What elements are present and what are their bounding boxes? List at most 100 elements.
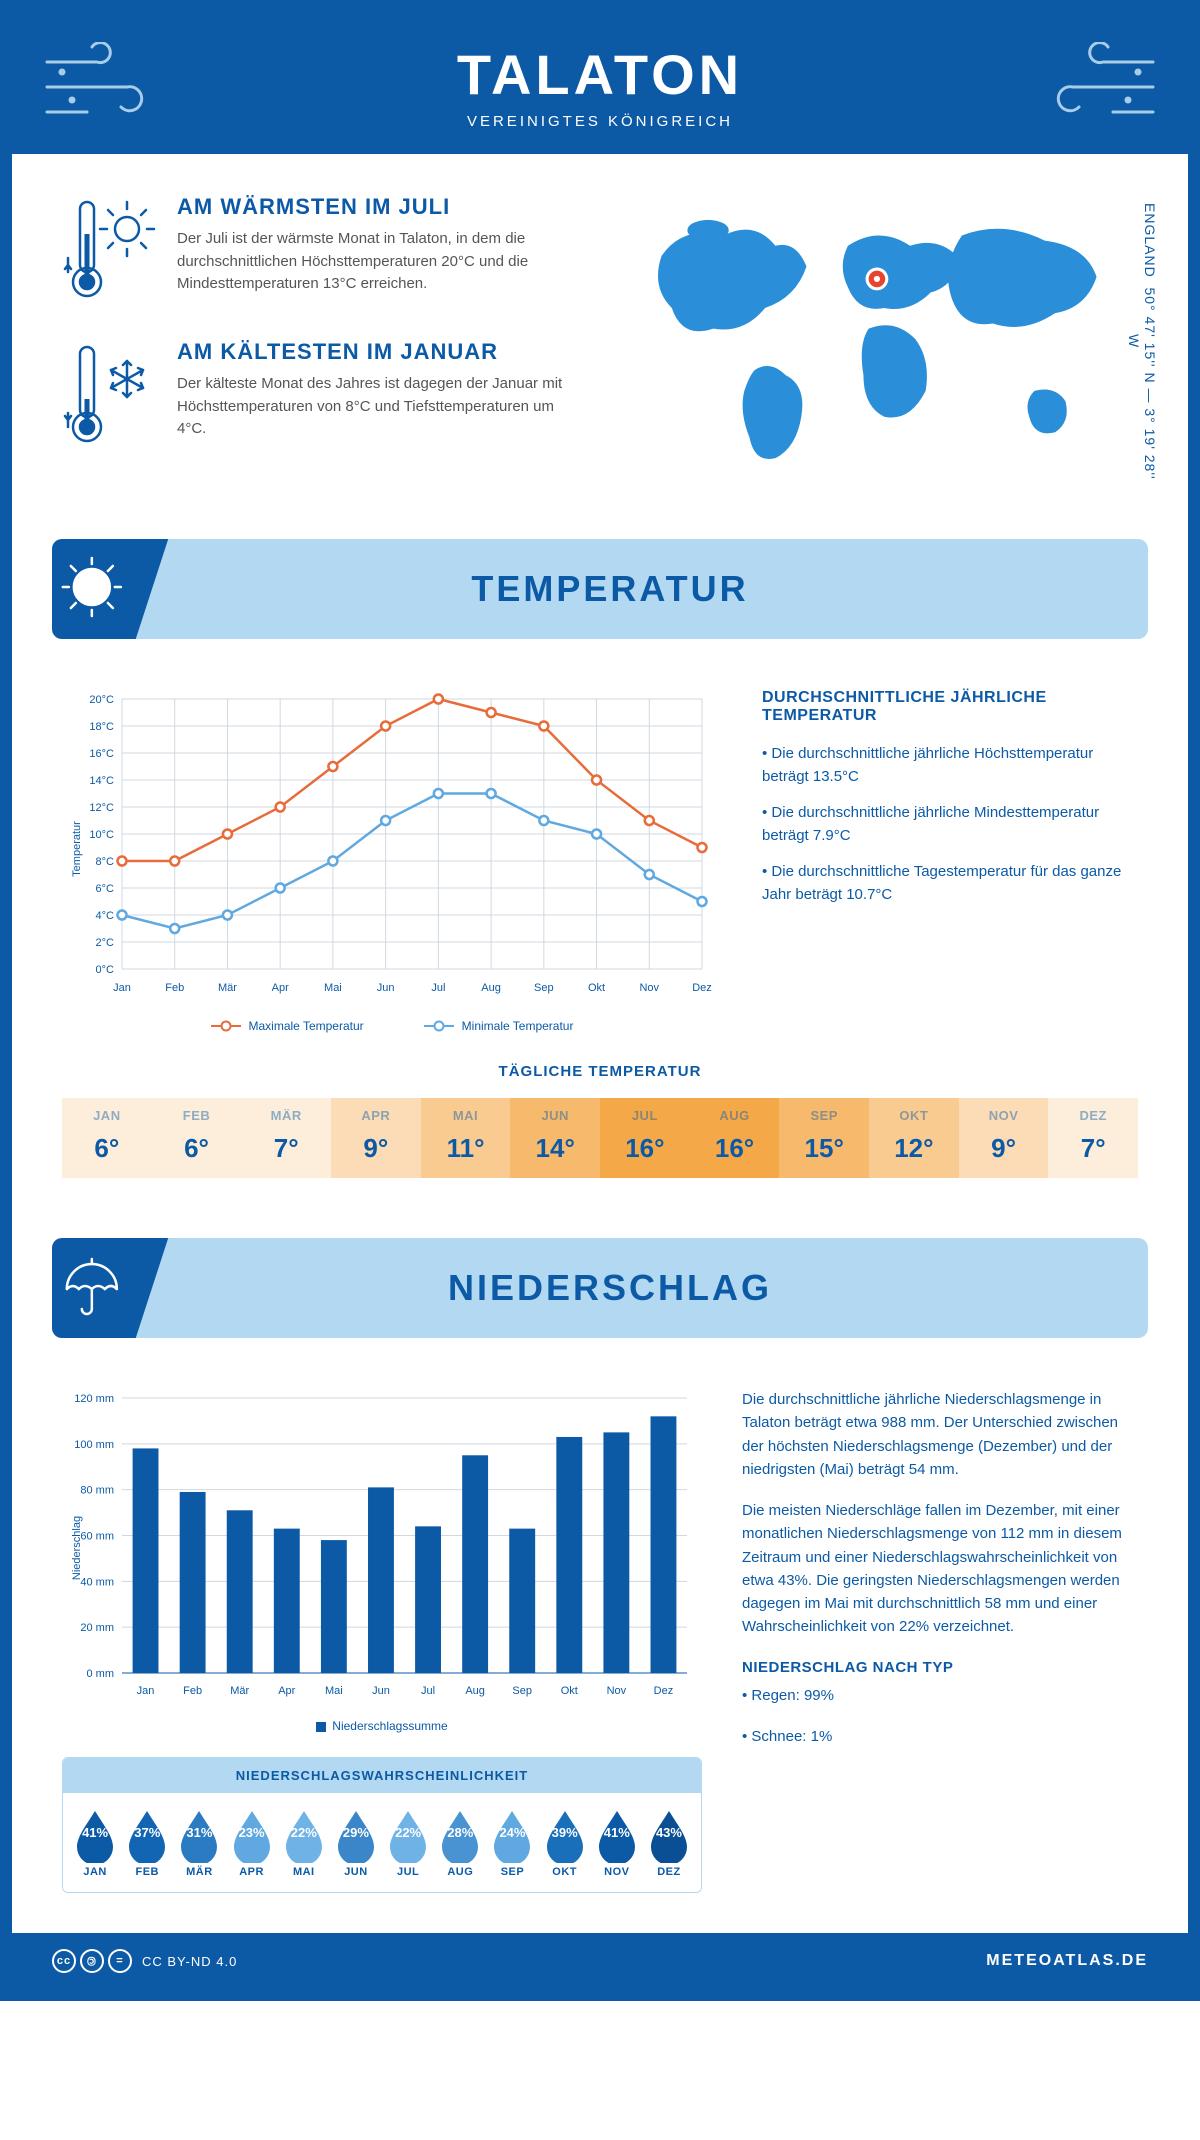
svg-text:Aug: Aug — [481, 982, 501, 994]
svg-text:60 mm: 60 mm — [80, 1531, 114, 1543]
svg-text:Apr: Apr — [272, 982, 289, 994]
site-name: METEOATLAS.DE — [986, 1952, 1148, 1970]
probability-title: NIEDERSCHLAGSWAHRSCHEINLICHKEIT — [63, 1758, 701, 1793]
svg-text:18°C: 18°C — [89, 721, 114, 733]
precip-para-2: Die meisten Niederschläge fallen im Deze… — [742, 1499, 1138, 1639]
precip-drop: 23% APR — [226, 1807, 278, 1878]
temperature-heading: TEMPERATUR — [172, 568, 1148, 610]
svg-text:20 mm: 20 mm — [80, 1622, 114, 1634]
wind-icon-left — [42, 42, 182, 137]
temp-bullet-3: • Die durchschnittliche Tagestemperatur … — [762, 861, 1138, 906]
temp-cell: JAN6° — [62, 1098, 152, 1178]
coordinates: ENGLAND 50° 47' 15'' N — 3° 19' 28'' W — [1126, 194, 1158, 489]
temp-cell: JUL16° — [600, 1098, 690, 1178]
precip-drop: 22% JUL — [382, 1807, 434, 1878]
precip-drop: 41% NOV — [591, 1807, 643, 1878]
page-title: TALATON — [32, 42, 1168, 107]
precip-para-1: Die durchschnittliche jährliche Niedersc… — [742, 1388, 1138, 1481]
svg-text:Niederschlag: Niederschlag — [71, 1516, 83, 1580]
precipitation-heading: NIEDERSCHLAG — [172, 1267, 1148, 1309]
svg-text:Dez: Dez — [692, 982, 712, 994]
svg-text:Sep: Sep — [512, 1685, 532, 1697]
precip-drop: 39% OKT — [539, 1807, 591, 1878]
footer: cc🄯= CC BY-ND 4.0 METEOATLAS.DE — [12, 1933, 1188, 1989]
svg-text:Mär: Mär — [218, 982, 237, 994]
page-subtitle: VEREINIGTES KÖNIGREICH — [32, 113, 1168, 130]
temp-cell: SEP15° — [779, 1098, 869, 1178]
precipitation-probability-box: NIEDERSCHLAGSWAHRSCHEINLICHKEIT 41% JAN … — [62, 1757, 702, 1893]
svg-text:10°C: 10°C — [89, 829, 114, 841]
temp-cell: FEB6° — [152, 1098, 242, 1178]
svg-text:6°C: 6°C — [96, 883, 115, 895]
temperature-banner: TEMPERATUR — [52, 539, 1148, 639]
svg-text:Jul: Jul — [431, 982, 445, 994]
temp-cell: MAI11° — [421, 1098, 511, 1178]
svg-text:Sep: Sep — [534, 982, 554, 994]
svg-text:Jan: Jan — [113, 982, 131, 994]
svg-text:Jul: Jul — [421, 1685, 435, 1697]
precip-type-title: NIEDERSCHLAG NACH TYP — [742, 1659, 1138, 1676]
precipitation-banner: NIEDERSCHLAG — [52, 1238, 1148, 1338]
world-map: ENGLAND 50° 47' 15'' N — 3° 19' 28'' W — [620, 194, 1138, 489]
temp-bullet-1: • Die durchschnittliche jährliche Höchst… — [762, 743, 1138, 788]
svg-text:80 mm: 80 mm — [80, 1485, 114, 1497]
sun-icon — [57, 552, 127, 627]
svg-text:Okt: Okt — [588, 982, 605, 994]
temp-cell: AUG16° — [690, 1098, 780, 1178]
warmest-title: AM WÄRMSTEN IM JULI — [177, 194, 580, 220]
license-text: CC BY-ND 4.0 — [142, 1954, 237, 1969]
svg-text:120 mm: 120 mm — [74, 1393, 114, 1405]
svg-text:Mai: Mai — [324, 982, 342, 994]
daily-temp-title: TÄGLICHE TEMPERATUR — [62, 1063, 1138, 1080]
svg-text:Temperatur: Temperatur — [71, 821, 83, 877]
svg-text:Aug: Aug — [465, 1685, 485, 1697]
temperature-line-chart: 0°C 2°C 4°C 6°C 8°C 10°C 12°C 14°C 16°C 18°C 20°C J… — [62, 689, 722, 1009]
wind-icon-right — [1018, 42, 1158, 137]
temp-info-title: DURCHSCHNITTLICHE JÄHRLICHE TEMPERATUR — [762, 689, 1138, 725]
svg-text:8°C: 8°C — [96, 856, 115, 868]
svg-text:0 mm: 0 mm — [87, 1668, 115, 1680]
svg-text:Feb: Feb — [165, 982, 184, 994]
thermometer-sun-icon — [62, 194, 157, 309]
svg-text:16°C: 16°C — [89, 748, 114, 760]
precipitation-bar-chart: 0 mm 20 mm 40 mm 60 mm 80 mm 100 mm 120 mm Nied… — [62, 1388, 702, 1713]
coldest-text: Der kälteste Monat des Jahres ist dagege… — [177, 373, 580, 441]
precip-drop: 22% MAI — [278, 1807, 330, 1878]
temp-cell: DEZ7° — [1048, 1098, 1138, 1178]
svg-text:20°C: 20°C — [89, 694, 114, 706]
svg-text:12°C: 12°C — [89, 802, 114, 814]
temp-cell: OKT12° — [869, 1098, 959, 1178]
daily-temperature-strip: JAN6°FEB6°MÄR7°APR9°MAI11°JUN14°JUL16°AU… — [62, 1098, 1138, 1178]
precip-drop: 41% JAN — [69, 1807, 121, 1878]
cc-icons: cc🄯= — [52, 1949, 132, 1973]
svg-text:Mai: Mai — [325, 1685, 343, 1697]
svg-text:Jan: Jan — [137, 1685, 155, 1697]
svg-text:40 mm: 40 mm — [80, 1576, 114, 1588]
thermometer-snow-icon — [62, 339, 157, 454]
svg-text:Apr: Apr — [278, 1685, 295, 1697]
temp-cell: JUN14° — [510, 1098, 600, 1178]
svg-text:Nov: Nov — [607, 1685, 627, 1697]
svg-text:Mär: Mär — [230, 1685, 249, 1697]
precip-drop: 28% AUG — [434, 1807, 486, 1878]
umbrella-icon — [57, 1251, 127, 1326]
svg-text:100 mm: 100 mm — [74, 1439, 114, 1451]
temperature-legend: Maximale Temperatur Minimale Temperatur — [62, 1019, 722, 1033]
svg-text:4°C: 4°C — [96, 910, 115, 922]
warmest-block: AM WÄRMSTEN IM JULI Der Juli ist der wär… — [62, 194, 580, 309]
svg-text:Nov: Nov — [639, 982, 659, 994]
coldest-title: AM KÄLTESTEN IM JANUAR — [177, 339, 580, 365]
temp-cell: NOV9° — [959, 1098, 1049, 1178]
precip-rain: • Regen: 99% — [742, 1684, 1138, 1707]
svg-text:Jun: Jun — [372, 1685, 390, 1697]
header-banner: TALATON VEREINIGTES KÖNIGREICH — [12, 12, 1188, 154]
svg-text:Okt: Okt — [561, 1685, 578, 1697]
precip-drop: 37% FEB — [121, 1807, 173, 1878]
warmest-text: Der Juli ist der wärmste Monat in Talato… — [177, 228, 580, 296]
temp-cell: APR9° — [331, 1098, 421, 1178]
svg-text:2°C: 2°C — [96, 937, 115, 949]
svg-text:14°C: 14°C — [89, 775, 114, 787]
svg-text:Feb: Feb — [183, 1685, 202, 1697]
precip-drop: 29% JUN — [330, 1807, 382, 1878]
svg-text:0°C: 0°C — [96, 964, 115, 976]
